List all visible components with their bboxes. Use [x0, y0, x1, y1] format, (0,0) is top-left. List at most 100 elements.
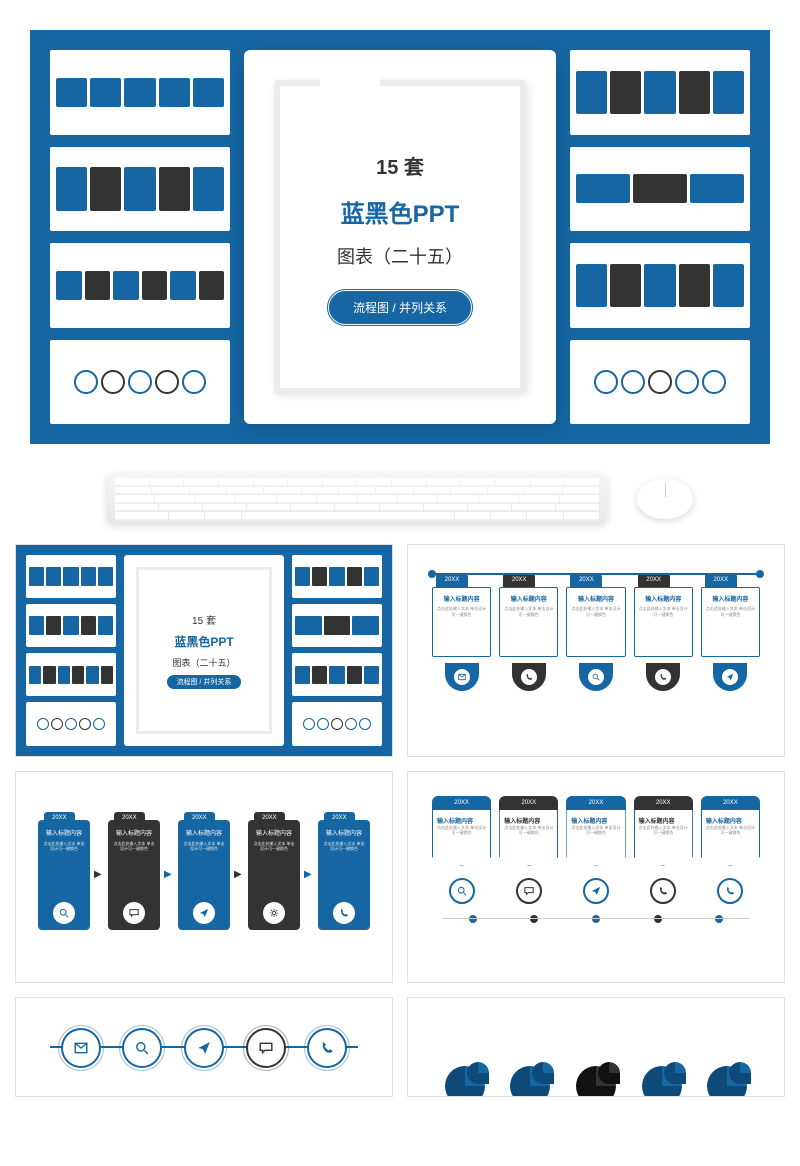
card-title: 输入标题内容: [256, 828, 292, 837]
card-title: 输入标题内容: [116, 828, 152, 837]
card-body: 输入标题内容 点击此处输入文本 单击设计可一键换色: [701, 810, 760, 866]
card-text: 点击此处输入文本 单击设计可一键换色: [43, 841, 85, 896]
card-text: 点击此处输入文本 单击设计可一键换色: [706, 606, 755, 617]
pie-chart: [642, 1066, 682, 1097]
card-foot: [512, 663, 546, 691]
card-text: 点击此处输入文本 单击设计可一键换色: [253, 841, 295, 896]
cover-pill: 流程图 / 并列关系: [167, 675, 242, 689]
banner-card: 20XX 输入标题内容 点击此处输入文本 单击设计可一键换色: [499, 796, 558, 904]
card-body: 输入标题内容 点击此处输入文本 单击设计可一键换色: [499, 587, 558, 657]
card-text: 点击此处输入文本 单击设计可一键换色: [504, 606, 553, 617]
year-tab: 20XX: [705, 573, 737, 587]
pie-chart: [707, 1066, 747, 1097]
card-title: 输入标题内容: [504, 816, 553, 825]
arrow-icon: ▶: [304, 869, 314, 880]
card-text: 点击此处输入文本 单击设计可一键换色: [571, 825, 620, 836]
arrow-icon: ▶: [164, 869, 174, 880]
card-foot: [713, 663, 747, 691]
slide-cover: 15 套 蓝黑色PPT 图表（二十五） 流程图 / 并列关系: [15, 544, 393, 757]
plane-icon: [193, 902, 215, 924]
card-foot: [579, 663, 613, 691]
chat-icon: [246, 1028, 286, 1068]
card-title: 输入标题内容: [511, 594, 547, 603]
slide-hanging: 20XX 输入标题内容 点击此处输入文本 单击设计可一键换色 20XX 输入标题…: [407, 544, 785, 757]
hang-card: 20XX 输入标题内容 点击此处输入文本 单击设计可一键换色: [432, 573, 491, 691]
timeline-bar: [432, 573, 760, 575]
hang-card: 20XX 输入标题内容 点击此处输入文本 单击设计可一键换色: [701, 573, 760, 691]
pie-row: [422, 1016, 770, 1097]
card-text: 点击此处输入文本 单击设计可一键换色: [504, 825, 553, 836]
mini-slide: [50, 147, 230, 232]
year-tab: 20XX: [114, 812, 145, 824]
year-tab: 20XX: [570, 573, 602, 587]
hero-frame: [274, 80, 526, 394]
step-box: 20XX 输入标题内容 点击此处输入文本 单击设计可一键换色: [108, 820, 160, 930]
banner-card: 20XX 输入标题内容 点击此处输入文本 单击设计可一键换色: [432, 796, 491, 904]
cover-t3: 图表（二十五）: [172, 656, 235, 669]
slides-grid: 15 套 蓝黑色PPT 图表（二十五） 流程图 / 并列关系 20XX 输入标题…: [0, 544, 800, 1112]
mini-slide: [50, 50, 230, 135]
phone-icon: [333, 902, 355, 924]
step-box: 20XX 输入标题内容 点击此处输入文本 单击设计可一键换色: [318, 820, 370, 930]
year-tab: 20XX: [44, 812, 75, 824]
year-tab: 20XX: [324, 812, 355, 824]
card-text: 点击此处输入文本 单击设计可一键换色: [113, 841, 155, 896]
hero-title-2: 蓝黑色PPT: [341, 194, 460, 229]
card-foot: [445, 663, 479, 691]
card-title: 输入标题内容: [46, 828, 82, 837]
card-title: 输入标题内容: [326, 828, 362, 837]
card-text: 点击此处输入文本 单击设计可一键换色: [571, 606, 620, 617]
card-text: 点击此处输入文本 单击设计可一键换色: [323, 841, 365, 896]
arrow-icon: ▶: [94, 869, 104, 880]
card-text: 点击此处输入文本 单击设计可一键换色: [437, 606, 486, 617]
card-body: 输入标题内容 点击此处输入文本 单击设计可一键换色: [432, 810, 491, 866]
slide-steps: 20XX 输入标题内容 点击此处输入文本 单击设计可一键换色 ▶ 20XX 输入…: [15, 771, 393, 984]
mini-slide: [570, 243, 750, 328]
mini-slide: [570, 50, 750, 135]
dot-line: [442, 918, 750, 919]
card-foot: [646, 663, 680, 691]
slide-pies: [407, 997, 785, 1097]
hero-left-thumbs: [50, 50, 230, 424]
slide-banners: 20XX 输入标题内容 点击此处输入文本 单击设计可一键换色 20XX 输入标题…: [407, 771, 785, 984]
card-title: 输入标题内容: [578, 594, 614, 603]
phone-icon: [717, 878, 743, 904]
card-text: 点击此处输入文本 单击设计可一键换色: [706, 825, 755, 836]
timeline-dot: [715, 915, 723, 923]
timeline-dot: [469, 915, 477, 923]
card-body: 输入标题内容 点击此处输入文本 单击设计可一键换色: [701, 587, 760, 657]
chat-icon: [516, 878, 542, 904]
hero-title-3: 图表（二十五）: [337, 243, 463, 269]
card-text: 点击此处输入文本 单击设计可一键换色: [437, 825, 486, 836]
year-tab: 20XX: [634, 796, 693, 810]
card-body: 输入标题内容 点击此处输入文本 单击设计可一键换色: [634, 587, 693, 657]
mini-slide: [50, 243, 230, 328]
card-text: 点击此处输入文本 单击设计可一键换色: [639, 606, 688, 617]
card-title: 输入标题内容: [571, 816, 620, 825]
timeline-dot: [654, 915, 662, 923]
year-tab: 20XX: [503, 573, 535, 587]
cover-t2: 蓝黑色PPT: [174, 633, 233, 650]
mini-slide: [570, 340, 750, 425]
banner-card: 20XX 输入标题内容 点击此处输入文本 单击设计可一键换色: [566, 796, 625, 904]
phone-icon: [655, 669, 671, 685]
desk-mockup: [0, 444, 800, 544]
plane-icon: [184, 1028, 224, 1068]
timeline-dot: [530, 915, 538, 923]
phone-icon: [650, 878, 676, 904]
hang-card: 20XX 输入标题内容 点击此处输入文本 单击设计可一键换色: [499, 573, 558, 691]
search-icon: [449, 878, 475, 904]
hang-card: 20XX 输入标题内容 点击此处输入文本 单击设计可一键换色: [634, 573, 693, 691]
search-icon: [588, 669, 604, 685]
pie-chart: [445, 1066, 485, 1097]
year-tab: 20XX: [638, 573, 670, 587]
card-title: 输入标题内容: [712, 594, 748, 603]
banner-row: 20XX 输入标题内容 点击此处输入文本 单击设计可一键换色 20XX 输入标题…: [422, 790, 770, 910]
plane-icon: [583, 878, 609, 904]
year-tab: 20XX: [436, 573, 468, 587]
steps-row: 20XX 输入标题内容 点击此处输入文本 单击设计可一键换色 ▶ 20XX 输入…: [30, 790, 378, 960]
card-title: 输入标题内容: [645, 594, 681, 603]
hero-title-1: 15 套: [376, 151, 424, 180]
step-box: 20XX 输入标题内容 点击此处输入文本 单击设计可一键换色: [248, 820, 300, 930]
card-title: 输入标题内容: [706, 816, 755, 825]
